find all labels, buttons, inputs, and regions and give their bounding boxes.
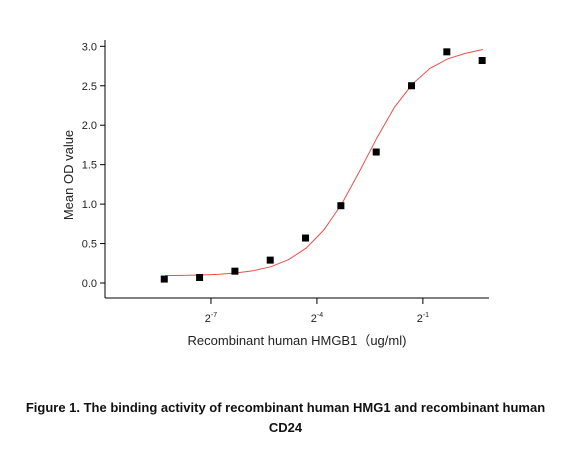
- y-tick-label: 3.0: [82, 41, 97, 53]
- tick-base: 2: [311, 313, 317, 325]
- data-point: [408, 82, 416, 90]
- y-tick-label: 2.5: [82, 81, 97, 93]
- y-tick-label: 1.5: [82, 160, 97, 172]
- x-tick-label: 2-4: [311, 312, 323, 325]
- tick-base: 2: [417, 313, 423, 325]
- figure-caption: Figure 1. The binding activity of recomb…: [25, 400, 546, 435]
- data-point: [160, 275, 168, 283]
- y-tick-label: 0.0: [82, 278, 97, 290]
- tick-exponent: -7: [211, 312, 217, 319]
- x-axis-label: Recombinant human HMGB1（ug/ml): [188, 333, 407, 348]
- data-point: [443, 48, 451, 56]
- tick-exponent: -1: [423, 312, 429, 319]
- y-tick-label: 0.5: [82, 239, 97, 251]
- x-tick-label: 2-1: [417, 312, 429, 325]
- y-axis-label: Mean OD value: [61, 130, 76, 220]
- data-point: [478, 57, 486, 65]
- data-point: [302, 234, 310, 242]
- data-point: [337, 202, 345, 210]
- data-point: [196, 273, 204, 281]
- data-point: [266, 256, 274, 264]
- fit-curve: [164, 48, 484, 277]
- data-point: [231, 267, 239, 275]
- tick-base: 2: [205, 313, 211, 325]
- x-tick-label: 2-7: [205, 312, 217, 325]
- tick-exponent: -4: [317, 312, 323, 319]
- y-tick-label: 1.0: [82, 199, 97, 211]
- y-tick-label: 2.0: [82, 120, 97, 132]
- data-point: [372, 148, 380, 156]
- chart: Recombinant human HMGB1（ug/ml) Mean OD v…: [61, 40, 489, 348]
